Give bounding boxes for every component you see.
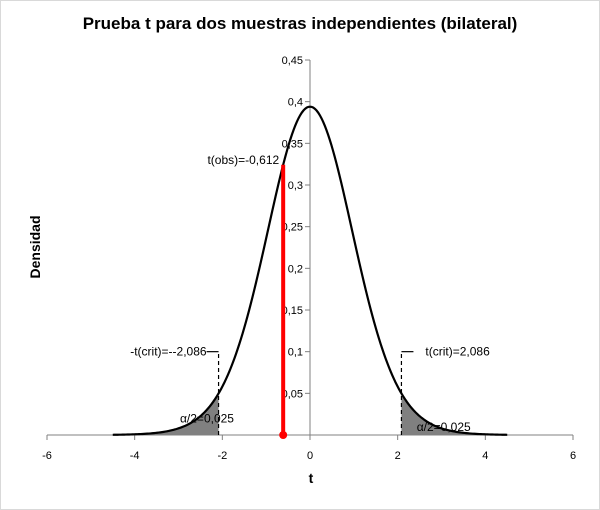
y-tick-label: 0,4 [288,97,303,109]
pos-critical-label: t(crit)=2,086 [425,345,490,359]
observed-t-point [279,431,288,439]
x-axis-label: t [309,470,314,486]
x-tick-label: -2 [217,450,227,462]
y-tick-label: 0,05 [282,388,303,400]
neg-critical-label: -t(crit)=--2,086 [130,345,207,359]
x-tick-label: -4 [130,450,140,462]
density-curve [112,105,508,436]
tail-shading [112,393,508,435]
y-axis-label: Densidad [27,215,43,278]
axes: -6 -4 -2 0 2 4 6 0,05 0,1 0,15 0,2 0,25 0,3 0,35 0,4 0,… [42,55,576,462]
left-tail-area [112,393,219,435]
x-tick-label: -6 [42,450,52,462]
density-curve-group [112,105,508,436]
x-tick-label: 4 [482,450,488,462]
y-tick-label: 0,25 [282,222,303,234]
alpha-right-label: α/2=0,025 [417,420,471,434]
chart-title: Prueba t para dos muestras independiente… [82,14,518,33]
x-tick-label: 6 [570,450,576,462]
right-tail-area [401,393,508,435]
y-tick-label: 0,35 [282,138,303,150]
y-tick-label: 0,1 [288,347,303,359]
annotations: t(obs)=-0,612 -t(crit)=--2,086 t(crit)=2,0… [130,153,490,439]
x-tick-label: 2 [395,450,401,462]
y-tick-label: 0,3 [288,180,303,192]
x-tick-label: 0 [307,450,313,462]
y-tick-label: 0,2 [288,263,303,275]
y-tick-label: 0,45 [282,55,303,67]
t-obs-label: t(obs)=-0,612 [207,153,279,167]
y-tick-label: 0,15 [282,305,303,317]
alpha-left-label: α/2=0,025 [180,412,234,426]
